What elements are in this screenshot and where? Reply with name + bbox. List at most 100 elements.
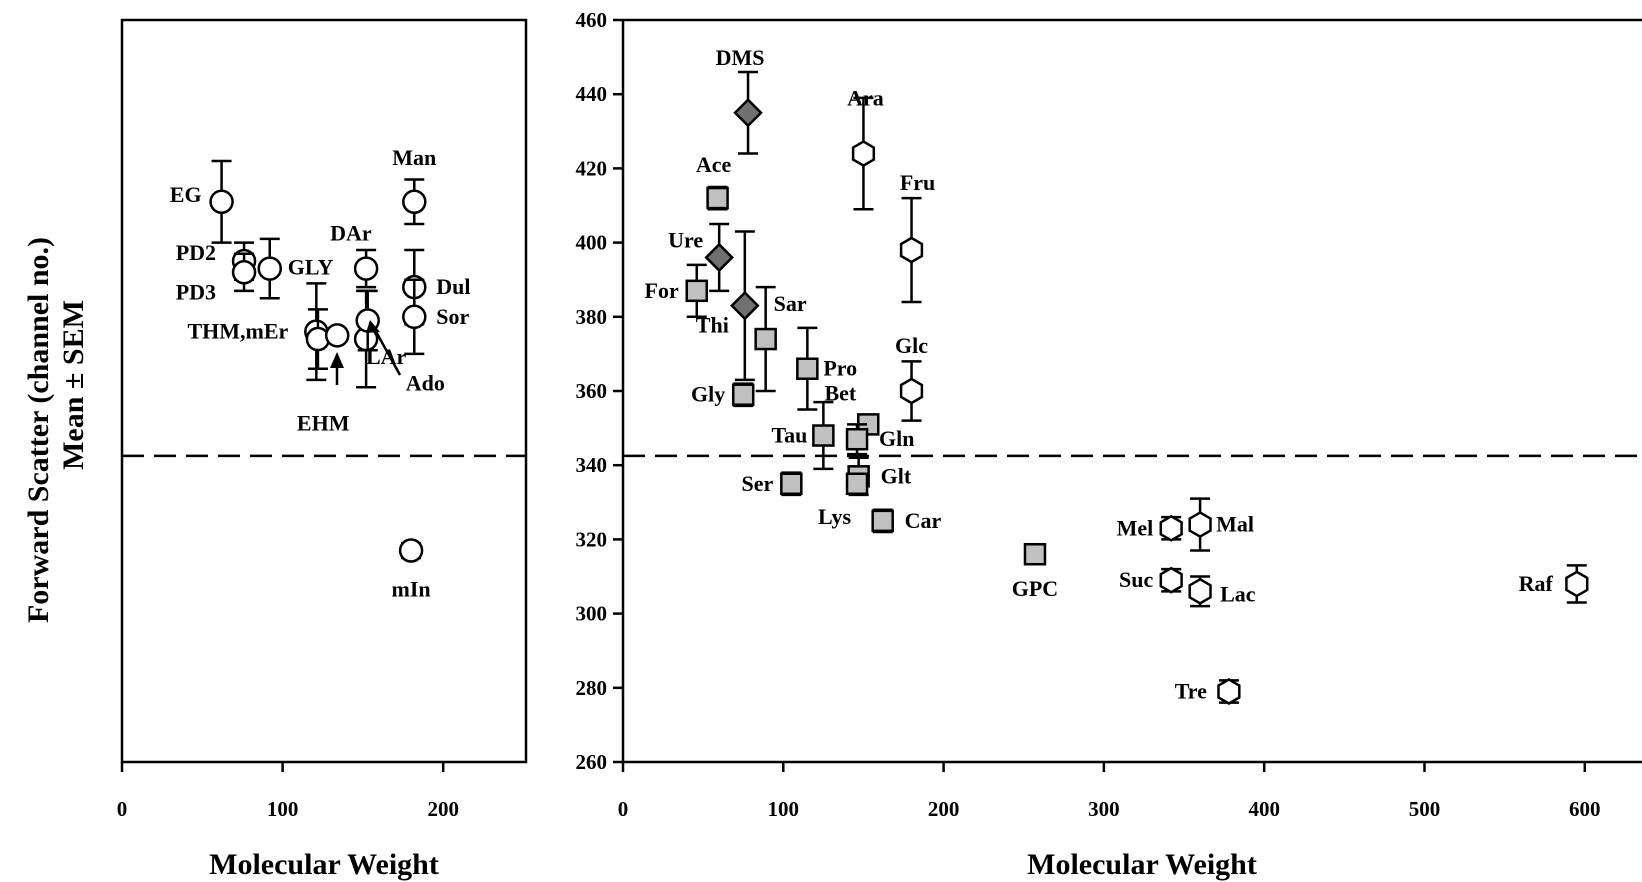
data-point-circle: [398, 538, 424, 563]
data-point-diamond: [730, 290, 760, 321]
left-panel-frame: [120, 18, 528, 764]
data-point-hexagon: [1188, 577, 1212, 605]
data-point-hexagon: [851, 140, 876, 168]
data-label: PD2: [176, 240, 216, 265]
data-label: Sar: [774, 291, 807, 316]
data-point-hexagon: [1159, 514, 1183, 542]
data-point-hexagon: [1565, 570, 1589, 598]
data-label: Pro: [823, 356, 857, 381]
left-data-points: EGPD2PD3GLYTHM,mErEHMLArDArAdoManDulSorm…: [170, 145, 471, 602]
y-tick-label: 260: [576, 750, 608, 774]
data-label: Gly: [691, 382, 725, 407]
data-label: Lys: [818, 504, 851, 529]
data-point-square: [845, 472, 869, 495]
data-label: Ser: [742, 471, 774, 496]
data-label: PD3: [176, 279, 216, 304]
y-tick-label: 300: [576, 602, 608, 626]
x-tick-label: 200: [928, 797, 960, 821]
y-tick-label: 460: [576, 8, 608, 32]
data-point-hexagon: [1188, 511, 1212, 539]
data-label: GPC: [1012, 576, 1058, 601]
data-label: EG: [170, 182, 202, 207]
x-tick-label: 200: [427, 797, 459, 821]
data-label: Ace: [696, 152, 732, 177]
left-x-axis-title: Molecular Weight: [209, 848, 439, 881]
data-label: Car: [905, 508, 942, 533]
y-tick-label: 440: [576, 82, 608, 106]
data-point-hexagon: [1159, 566, 1183, 594]
y-axis-title-line2: Mean ± SEM: [57, 300, 90, 470]
data-label: For: [645, 278, 679, 303]
data-point-diamond: [704, 242, 734, 273]
data-label: Gln: [879, 426, 914, 451]
data-label: Fru: [900, 170, 935, 195]
data-point-square: [796, 357, 819, 380]
data-label: Sor: [436, 304, 469, 329]
data-label: Glt: [881, 463, 912, 488]
x-tick-label: 600: [1569, 797, 1601, 821]
data-point-hexagon: [899, 377, 924, 405]
data-point-circle: [209, 189, 234, 215]
data-label: Lac: [1220, 581, 1256, 606]
data-label: Man: [392, 145, 436, 170]
x-tick-label: 100: [267, 797, 299, 821]
data-point-hexagon: [899, 236, 924, 264]
data-label: Raf: [1519, 571, 1554, 596]
data-label: DMS: [716, 45, 765, 70]
y-tick-label: 380: [576, 305, 608, 329]
data-point-hexagon: [1217, 678, 1241, 705]
left-x-ticks: 0 100 200: [117, 762, 459, 821]
data-point-square: [780, 472, 803, 495]
data-label: Ure: [668, 227, 703, 252]
data-point-square: [845, 427, 869, 451]
data-label: Tau: [771, 423, 807, 448]
data-point-square: [871, 509, 894, 533]
data-point-square: [754, 327, 777, 351]
data-label: DAr: [330, 221, 372, 246]
data-point-square: [1023, 542, 1047, 566]
data-label: Suc: [1119, 567, 1153, 592]
data-point-square: [706, 186, 729, 210]
ehm-arrow-head: [330, 352, 344, 368]
data-label: Ado: [406, 371, 445, 396]
ado-arrow-shaft: [372, 327, 402, 376]
ado-arrow-head: [366, 320, 380, 333]
data-point-square: [685, 279, 708, 303]
data-label: Dul: [436, 274, 470, 299]
data-point-circle: [257, 256, 283, 281]
data-label: Bet: [824, 380, 856, 405]
data-label: GLY: [288, 255, 334, 280]
data-label: THM,mEr: [187, 319, 288, 344]
x-tick-label: 100: [768, 797, 800, 821]
right-data-points: DMSUreThiAceForSarGlyProTauBetGlnGltSerL…: [645, 45, 1589, 705]
data-label: Mel: [1117, 515, 1154, 540]
data-point-square: [731, 383, 755, 406]
data-label: Ara: [847, 86, 884, 111]
y-tick-label: 340: [576, 453, 608, 477]
y-tick-label: 320: [576, 527, 608, 551]
data-label: mIn: [392, 577, 431, 602]
data-label: Glc: [895, 333, 928, 358]
data-label: EHM: [297, 410, 350, 435]
data-label: Mal: [1216, 512, 1254, 537]
x-tick-label: 400: [1248, 797, 1280, 821]
x-tick-label: 0: [618, 797, 629, 821]
y-tick-label: 420: [576, 156, 608, 180]
data-point-diamond: [733, 97, 763, 128]
data-point-circle: [324, 323, 350, 348]
right-x-ticks: 0 100 200 300 400 500 600: [618, 762, 1601, 821]
x-tick-label: 300: [1088, 797, 1120, 821]
y-tick-label: 360: [576, 379, 608, 403]
data-point-square: [812, 424, 835, 447]
data-point-circle: [402, 304, 427, 330]
data-point-circle: [402, 189, 427, 215]
data-point-circle: [231, 260, 257, 285]
y-axis-title-line1: Forward Scatter (channel no.): [22, 237, 55, 623]
y-tick-label: 280: [576, 676, 608, 700]
right-y-ticks: 260 280 300 320 340 360 380 400 420 440 460: [576, 8, 623, 774]
data-point-circle: [353, 256, 379, 281]
y-tick-label: 400: [576, 231, 608, 255]
right-x-axis-title: Molecular Weight: [1027, 848, 1257, 881]
data-label: Tre: [1175, 679, 1207, 704]
